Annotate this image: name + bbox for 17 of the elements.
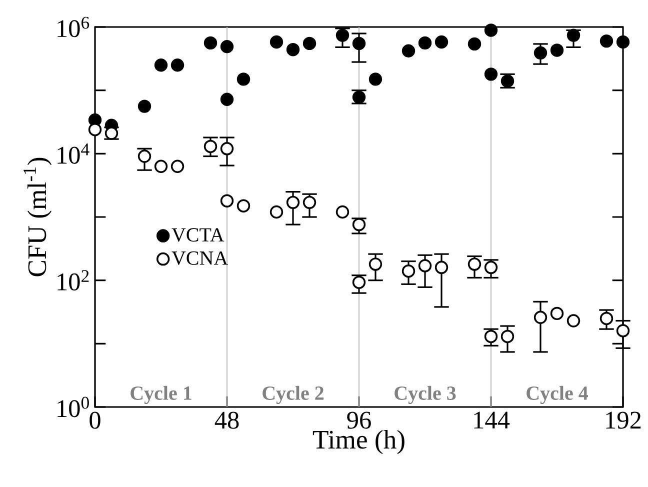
x-tick-label: 48 <box>214 412 239 429</box>
x-tick-label: 0 <box>90 412 100 429</box>
y-tick-label: 10$^{2}$ <box>58 270 89 291</box>
x-tick-label: 192 <box>606 412 641 429</box>
x-axis-title: Time (h) <box>312 430 404 454</box>
legend-label: VCTA <box>172 228 224 242</box>
annotation: Cycle 1 <box>130 386 192 404</box>
y-tick-label: 10$^{6}$ <box>58 16 90 38</box>
x-tick-label: 96 <box>347 412 371 429</box>
y-tick-label: 10$^{0}$ <box>58 396 89 418</box>
annotation: Cycle 3 <box>394 386 456 404</box>
annotation: Cycle 4 <box>526 386 588 404</box>
annotation: Cycle 2 <box>262 386 324 404</box>
legend-label: VCNA <box>172 251 228 265</box>
x-tick-label: 144 <box>474 412 510 428</box>
y-tick-label: 10$^{4}$ <box>58 144 90 164</box>
y-axis-title: CFU (ml$^{-1}$) <box>24 158 52 276</box>
